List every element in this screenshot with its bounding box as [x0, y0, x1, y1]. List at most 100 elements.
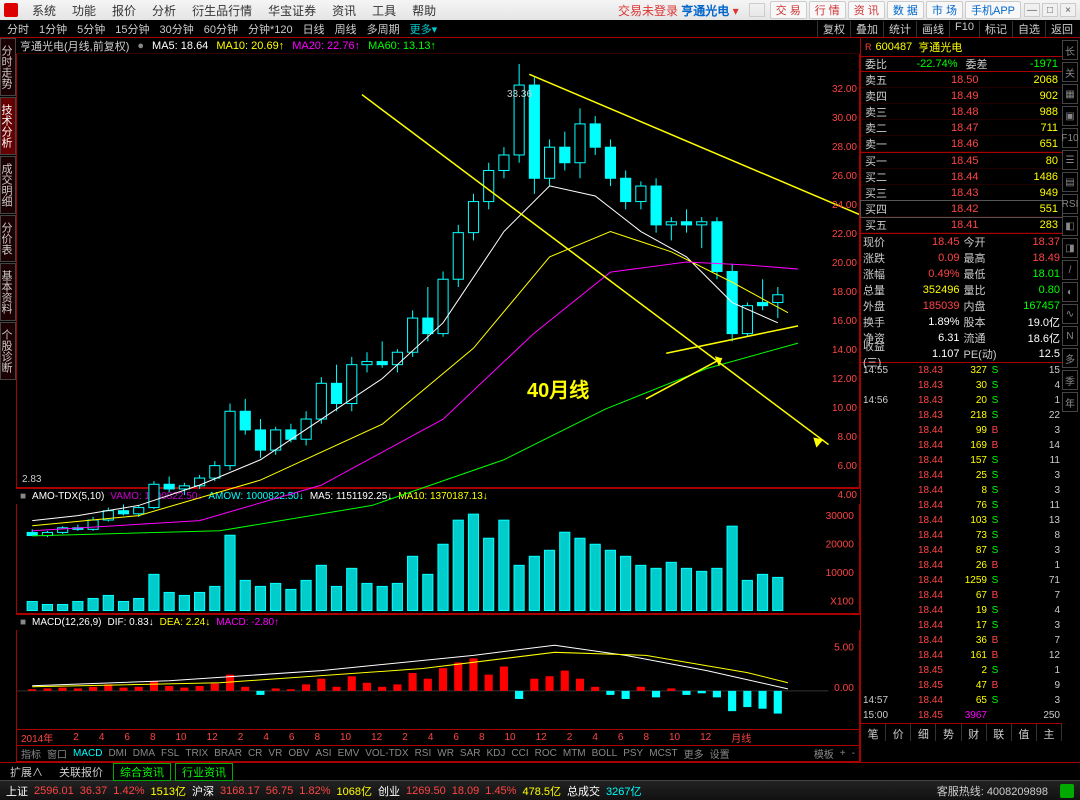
indicator-tab[interactable]: PSY [623, 748, 643, 759]
dropdown-icon[interactable] [749, 3, 765, 17]
left-vtab[interactable]: 分价表 [0, 215, 16, 262]
side-tool-icon[interactable]: 多 [1062, 348, 1078, 368]
side-tool-icon[interactable]: ☰ [1062, 150, 1078, 170]
top-button[interactable]: 交 易 [770, 1, 807, 19]
timeframe-tab[interactable]: 更多▾ [405, 21, 443, 37]
max-icon[interactable]: □ [1042, 3, 1058, 17]
chart-tool[interactable]: 自选 [1012, 21, 1045, 37]
timeframe-tab[interactable]: 日线 [298, 21, 330, 37]
volume-panel[interactable]: 300002000010000X100 [16, 504, 860, 614]
right-tab[interactable]: 势 [936, 724, 961, 741]
timeframe-tab[interactable]: 1分钟 [34, 21, 72, 37]
bottom-tab[interactable]: 扩展∧ [4, 764, 49, 780]
candlestick-chart[interactable]: 32.0030.0028.0026.0024.0022.0020.0018.00… [16, 54, 860, 488]
side-tool-icon[interactable]: ▤ [1062, 172, 1078, 192]
chart-tool[interactable]: 统计 [883, 21, 916, 37]
side-tool-icon[interactable]: F10 [1062, 128, 1078, 148]
chart-tool[interactable]: 标记 [979, 21, 1012, 37]
left-vtab[interactable]: 技术分析 [0, 97, 16, 155]
ind-tool[interactable]: 模板 [814, 746, 834, 761]
indicator-tab[interactable]: DMA [133, 748, 155, 759]
indicator-tab[interactable]: FSL [161, 748, 179, 759]
side-tool-icon[interactable]: N [1062, 326, 1078, 346]
left-vtab[interactable]: 基本资料 [0, 263, 16, 321]
menu-item[interactable]: 衍生品行情 [184, 2, 260, 19]
right-tab[interactable]: 笔 [861, 724, 886, 741]
indicator-tab[interactable]: VOL-TDX [365, 748, 408, 759]
side-tool-icon[interactable]: ◐ [1062, 282, 1078, 302]
indicator-tab[interactable]: MCST [649, 748, 677, 759]
macd-panel[interactable]: 5.000.00 [16, 630, 860, 730]
left-vtab[interactable]: 分时走势 [0, 38, 16, 96]
indicator-tab[interactable]: SAR [460, 748, 481, 759]
indicator-tab[interactable]: EMV [338, 748, 360, 759]
menu-item[interactable]: 帮助 [404, 2, 444, 19]
timeframe-tab[interactable]: 多周期 [362, 21, 405, 37]
indicator-tab[interactable]: CR [248, 748, 262, 759]
bottom-tab[interactable]: 行业资讯 [175, 763, 233, 781]
ind-tool[interactable]: + [840, 748, 846, 759]
left-vtab[interactable]: 成交明细 [0, 156, 16, 214]
indicator-tab[interactable]: 窗口 [47, 746, 67, 761]
menu-item[interactable]: 分析 [144, 2, 184, 19]
bottom-tab[interactable]: 综合资讯 [113, 763, 171, 781]
menu-item[interactable]: 资讯 [324, 2, 364, 19]
side-tool-icon[interactable]: 关 [1062, 62, 1078, 82]
right-tab[interactable]: 细 [911, 724, 936, 741]
ind-tool[interactable]: - [852, 748, 855, 759]
side-tool-icon[interactable]: 季 [1062, 370, 1078, 390]
side-tool-icon[interactable]: 长 [1062, 40, 1078, 60]
indicator-tab[interactable]: ROC [535, 748, 557, 759]
timeframe-tab[interactable]: 60分钟 [199, 21, 243, 37]
chart-tool[interactable]: 复权 [817, 21, 850, 37]
right-tab[interactable]: 联 [987, 724, 1012, 741]
chart-tool[interactable]: F10 [949, 21, 979, 37]
indicator-tab[interactable]: KDJ [486, 748, 505, 759]
side-tool-icon[interactable]: RSI [1062, 194, 1078, 214]
indicator-tab[interactable]: CCI [511, 748, 528, 759]
indicator-tab[interactable]: ASI [315, 748, 331, 759]
right-tab[interactable]: 主 [1037, 724, 1062, 741]
menu-item[interactable]: 报价 [104, 2, 144, 19]
indicator-tab[interactable]: BRAR [214, 748, 242, 759]
side-tool-icon[interactable]: ◧ [1062, 216, 1078, 236]
menu-item[interactable]: 系统 [24, 2, 64, 19]
menu-item[interactable]: 工具 [364, 2, 404, 19]
chart-tool[interactable]: 画线 [916, 21, 949, 37]
timeframe-tab[interactable]: 分钟*120 [243, 21, 298, 37]
timeframe-tab[interactable]: 5分钟 [72, 21, 110, 37]
side-tool-icon[interactable]: / [1062, 260, 1078, 280]
top-button[interactable]: 手机APP [965, 1, 1021, 19]
indicator-tab[interactable]: 指标 [21, 746, 41, 761]
indicator-tab[interactable]: OBV [288, 748, 309, 759]
menu-item[interactable]: 华宝证券 [260, 2, 324, 19]
login-status[interactable]: 交易未登录 亨通光电 ▾ [612, 2, 745, 19]
timeframe-tab[interactable]: 15分钟 [110, 21, 154, 37]
top-button[interactable]: 行 情 [809, 1, 846, 19]
indicator-tab[interactable]: 更多 [684, 746, 704, 761]
indicator-tab[interactable]: 设置 [710, 746, 730, 761]
chart-tool[interactable]: 返回 [1045, 21, 1078, 37]
side-tool-icon[interactable]: 年 [1062, 392, 1078, 412]
indicator-tab[interactable]: VR [268, 748, 282, 759]
side-tool-icon[interactable]: ▦ [1062, 84, 1078, 104]
side-tool-icon[interactable]: ▣ [1062, 106, 1078, 126]
right-tab[interactable]: 值 [1012, 724, 1037, 741]
indicator-tab[interactable]: WR [437, 748, 454, 759]
timeframe-tab[interactable]: 分时 [2, 21, 34, 37]
top-button[interactable]: 市 场 [926, 1, 963, 19]
right-tab[interactable]: 财 [962, 724, 987, 741]
menu-item[interactable]: 功能 [64, 2, 104, 19]
indicator-tab[interactable]: DMI [108, 748, 126, 759]
chart-tool[interactable]: 叠加 [850, 21, 883, 37]
indicator-tab[interactable]: TRIX [185, 748, 208, 759]
side-tool-icon[interactable]: ◨ [1062, 238, 1078, 258]
indicator-tab[interactable]: MACD [73, 748, 102, 759]
left-vtab[interactable]: 个股诊断 [0, 322, 16, 380]
indicator-tab[interactable]: BOLL [592, 748, 618, 759]
indicator-tab[interactable]: MTM [563, 748, 586, 759]
timeframe-tab[interactable]: 30分钟 [155, 21, 199, 37]
close-icon[interactable]: × [1060, 3, 1076, 17]
top-button[interactable]: 数 据 [887, 1, 924, 19]
indicator-tab[interactable]: RSI [415, 748, 432, 759]
